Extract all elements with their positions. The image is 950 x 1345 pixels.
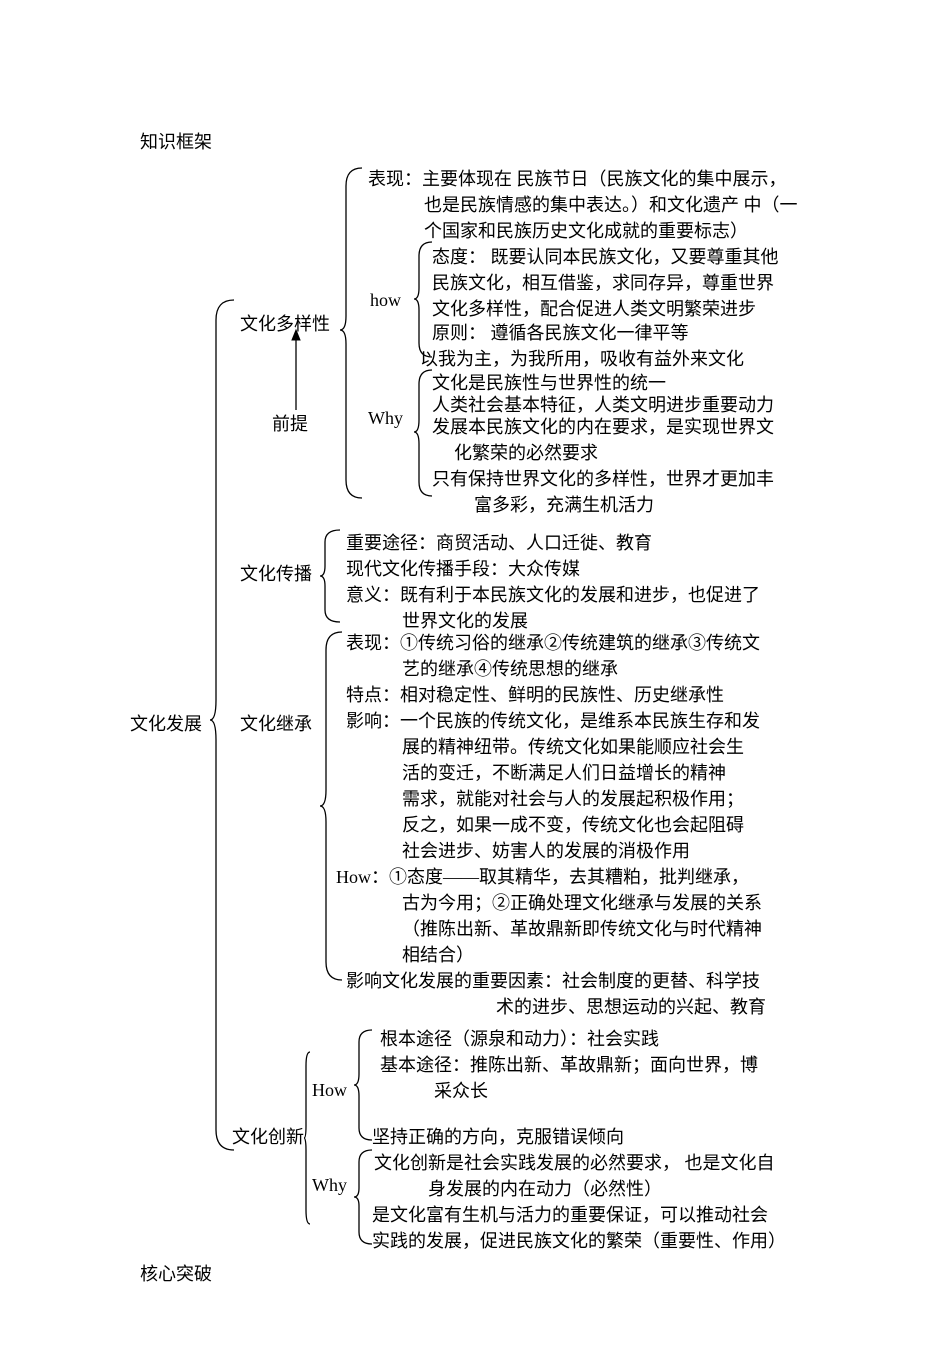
inherit-how: How：①态度——取其精华，去其糟粕，批判继承， 古为今用；②正确处理文化继承与…: [336, 864, 886, 968]
inherit-factor: 影响文化发展的重要因素：社会制度的更替、科学技 术的进步、思想运动的兴起、教育: [346, 968, 886, 1020]
diversity-why-label: Why: [368, 408, 403, 429]
innovate-label: 文化创新: [232, 1123, 304, 1149]
inherit-feature: 特点：相对稳定性、鲜明的民族性、历史继承性: [346, 682, 886, 708]
innovate-how-label: How: [312, 1080, 347, 1101]
spread-route: 重要途径：商贸活动、人口迁徙、教育: [346, 530, 886, 556]
inherit-label: 文化继承: [240, 710, 312, 736]
diversity-how-label: how: [370, 290, 401, 311]
premise-label: 前提: [272, 410, 308, 436]
root-label: 文化发展: [130, 710, 202, 736]
premise-arrow: [292, 330, 302, 410]
inherit-biaoxian: 表现：①传统习俗的继承②传统建筑的继承③传统文 艺的继承④传统思想的继承: [346, 630, 886, 682]
diversity-why-keep: 只有保持世界文化的多样性，世界才更加丰 富多彩，充满生机活力: [432, 466, 902, 518]
diversity-how-attitude: 态度： 既要认同本民族文化，又要尊重其他 民族文化，相互借鉴，求同存异，尊重世界…: [432, 244, 902, 322]
spread-meaning: 意义：既有利于本民族文化的发展和进步，也促进了 世界文化的发展: [346, 582, 886, 634]
innovate-why-imp: 是文化富有生机与活力的重要保证，可以推动社会 实践的发展，促进民族文化的繁荣（重…: [372, 1202, 892, 1254]
inherit-impact: 影响：一个民族的传统文化，是维系本民族生存和发 展的精神纽带。传统文化如果能顺应…: [346, 708, 886, 864]
innovate-how-basic: 基本途径：推陈出新、革故鼎新；面向世界，博 采众长: [380, 1052, 880, 1104]
innovate-bracket: [304, 1052, 314, 1224]
diversity-how-self: 以我为主，为我所用，吸收有益外来文化: [420, 346, 890, 372]
diversity-label: 文化多样性: [240, 310, 330, 336]
root-bracket: [210, 300, 240, 1150]
innovate-how-dir: 坚持正确的方向，克服错误倾向: [372, 1124, 872, 1150]
innovate-why-label: Why: [312, 1175, 347, 1196]
spread-bracket: [320, 530, 344, 622]
diversity-why-need: 发展本民族文化的内在要求，是实现世界文 化繁荣的必然要求: [432, 414, 902, 466]
innovate-how-root: 根本途径（源泉和动力）：社会实践: [380, 1026, 880, 1052]
spread-label: 文化传播: [240, 560, 312, 586]
heading-core: 核心突破: [140, 1260, 212, 1286]
diversity-biaoxian: 表现：主要体现在 民族节日（民族文化的集中展示， 也是民族情感的集中表达。）和文…: [368, 166, 908, 244]
spread-means: 现代文化传播手段：大众传媒: [346, 556, 886, 582]
heading-frame: 知识框架: [140, 128, 212, 154]
diversity-bracket: [340, 168, 366, 498]
diversity-how-principle: 原则： 遵循各民族文化一律平等: [432, 320, 902, 346]
innovate-why-req: 文化创新是社会实践发展的必然要求， 也是文化自 身发展的内在动力（必然性）: [374, 1150, 894, 1202]
